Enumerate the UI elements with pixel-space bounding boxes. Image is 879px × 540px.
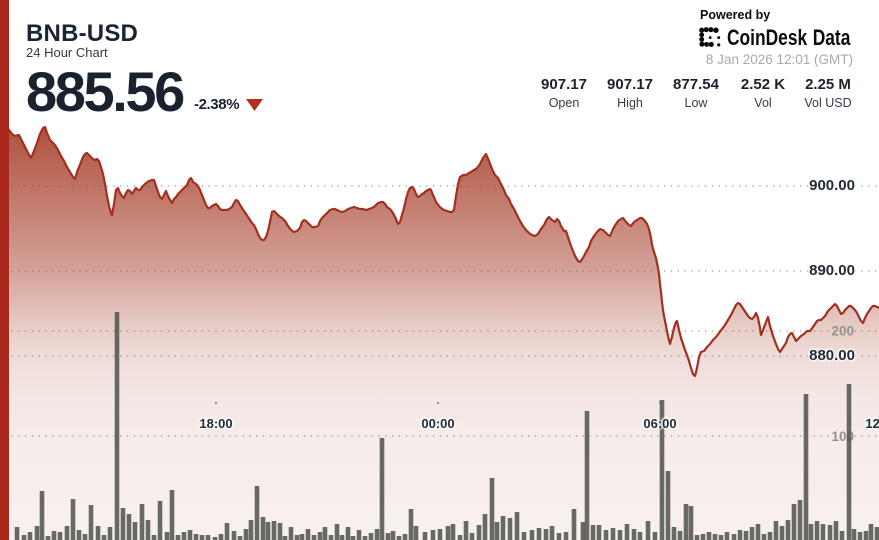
svg-text:200: 200 bbox=[831, 324, 854, 339]
